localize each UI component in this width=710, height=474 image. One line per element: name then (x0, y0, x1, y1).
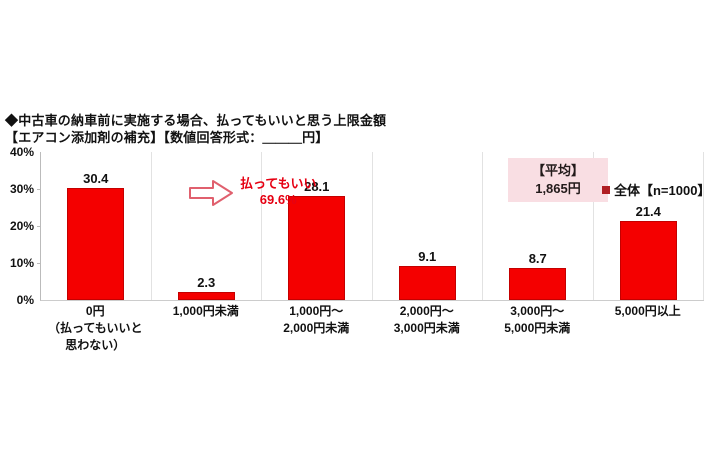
bar-0yen (67, 187, 125, 300)
y-tick-30: 30% (9, 182, 34, 196)
chart-column-3: 28.1 (262, 152, 373, 300)
average-label: 【平均】 (531, 163, 584, 178)
bar-3000-5000yen (509, 267, 567, 300)
bar-value-label: 21.4 (635, 203, 661, 219)
y-tick-40: 40% (9, 145, 34, 159)
legend-square-icon (602, 185, 610, 194)
y-tick-10: 10% (9, 256, 34, 270)
legend-label: 全体【n=1000】 (613, 183, 710, 198)
x-axis-labels: 0円 （払ってもいいと 思わない） 1,000円未満 1,000円～ 2,000… (40, 303, 703, 354)
chart-title: ◆中古車の納車前に実施する場合、払ってもいいと思う上限金額 【エアコン添加剤の補… (5, 112, 565, 146)
bar-over-5000yen (619, 220, 677, 300)
bar-value-label: 8.7 (528, 250, 547, 266)
y-tick-mark (37, 263, 41, 264)
annotation-text: 払ってもいい 69.6% (240, 176, 316, 208)
plot-area: 30.4 2.3 28.1 9.1 8.7 21.4 (40, 152, 704, 301)
x-label-3000-5000yen: 3,000円～ 5,000円未満 (504, 304, 571, 335)
y-tick-0: 0% (16, 293, 34, 307)
average-value: 1,865円 (535, 181, 581, 196)
bar-2000-3000yen (398, 266, 456, 300)
annotation-label: 払ってもいい (240, 176, 317, 191)
bar-value-label: 28.1 (304, 179, 330, 195)
bar-value-label: 30.4 (83, 170, 109, 186)
x-label-1000-2000yen: 1,000円～ 2,000円未満 (283, 304, 350, 335)
y-tick-mark (37, 189, 41, 190)
annotation-value: 69.6% (259, 192, 297, 207)
x-label-under-1000yen: 1,000円未満 (172, 304, 239, 318)
bar-value-label: 9.1 (418, 249, 437, 265)
x-label-over-5000yen: 5,000円以上 (614, 304, 681, 318)
chart-title-line1: ◆中古車の納車前に実施する場合、払ってもいいと思う上限金額 (5, 113, 387, 128)
chart-column-6: 21.4 (594, 152, 704, 300)
chart-title-line2: 【エアコン添加剤の補充】【数値回答形式：＿＿＿円】 (5, 130, 329, 145)
annotation-willing-to-pay: 払ってもいい 69.6% (188, 176, 316, 208)
chart-column-4: 9.1 (373, 152, 483, 300)
average-box: 【平均】 1,865円 (508, 158, 608, 202)
y-tick-20: 20% (9, 219, 34, 233)
legend: 全体【n=1000】 (602, 180, 710, 199)
y-tick-mark (37, 226, 41, 227)
chart-column-5: 8.7 (483, 152, 594, 300)
chart-column-2: 2.3 (152, 152, 262, 300)
x-label-2000-3000yen: 2,000円～ 3,000円未満 (393, 304, 460, 335)
right-arrow-icon (189, 180, 233, 206)
chart-column-1: 30.4 (41, 152, 152, 300)
bar-under-1000yen (177, 291, 235, 300)
bar-1000-2000yen (288, 196, 346, 300)
bar-value-label: 2.3 (197, 274, 216, 290)
x-label-0yen: 0円 （払ってもいいと 思わない） (47, 304, 143, 352)
y-axis: 40% 30% 20% 10% 0% (0, 145, 41, 307)
